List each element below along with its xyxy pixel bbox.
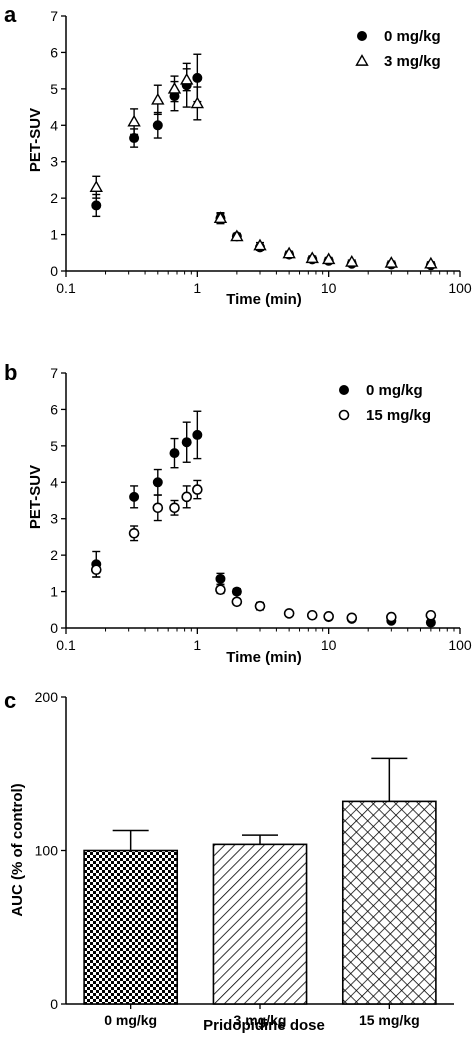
panel-a-ytick-label: 0 <box>50 263 58 279</box>
panel-a-plot-area: 0 1 2 3 4 5 6 7 0.1 1 10 100 0 mg/kg 3 mg/kg <box>50 8 472 296</box>
panel-b-ytick-label: 1 <box>50 584 58 600</box>
panel-a-point-filled-circle <box>192 72 203 83</box>
panel-c-bar <box>83 849 179 1005</box>
panel-b-point-open-circle <box>152 502 164 514</box>
panel-b-ytick-label: 0 <box>50 620 58 636</box>
panel-b-legend-marker <box>338 409 350 421</box>
panel-c-category-label: 0 mg/kg <box>104 1012 157 1028</box>
panel-a-legend-marker <box>355 54 369 66</box>
panel-b-legend-label: 0 mg/kg <box>366 382 423 399</box>
panel-a-xtick-label: 0.1 <box>56 280 76 296</box>
panel-letter-c: c <box>4 688 16 713</box>
panel-a-ylabel: PET-SUV <box>27 108 44 172</box>
panel-b-point-filled-circle <box>192 429 203 440</box>
panel-letter-a: a <box>4 2 17 27</box>
panel-a-ytick-label: 3 <box>50 154 58 170</box>
panel-b-xtick-label: 1 <box>193 637 201 653</box>
panel-b-point-filled-circle <box>231 586 242 597</box>
panel-a-point-filled-circle <box>91 200 102 211</box>
panel-a-legend-label: 3 mg/kg <box>384 53 441 70</box>
panel-a-ytick-label: 5 <box>50 81 58 97</box>
panel-b-point-open-circle <box>425 609 437 621</box>
panel-a-point-open-triangle <box>384 256 399 268</box>
panel-b-xtick-label: 100 <box>448 637 472 653</box>
panel-a-point-open-triangle <box>151 92 165 105</box>
panel-a-xtick-label: 1 <box>193 280 201 296</box>
panel-b-point-open-circle <box>386 611 397 623</box>
panel-a-ytick-label: 4 <box>50 117 58 133</box>
panel-c-ytick-label: 200 <box>35 689 59 705</box>
panel-b-legend-label: 15 mg/kg <box>366 407 431 424</box>
panel-a-chart: PET-SUV Time (min) 0 1 2 3 4 5 6 7 0.1 1 10 100 0 mg… <box>27 8 472 308</box>
panel-b-ytick-label: 3 <box>50 511 58 527</box>
panel-a-point-open-triangle <box>282 246 296 259</box>
panel-b-point-filled-circle <box>215 573 226 584</box>
panel-a-xlabel: Time (min) <box>226 291 302 308</box>
panel-c-ylabel: AUC (% of control) <box>9 783 26 916</box>
panel-a-ytick-label: 2 <box>50 190 58 206</box>
panel-c-category-label: 15 mg/kg <box>359 1012 420 1028</box>
panel-a-xtick-label: 10 <box>321 280 337 296</box>
panel-a-legend-label: 0 mg/kg <box>384 28 441 45</box>
panel-b-ytick-label: 5 <box>50 438 58 454</box>
panel-a-point-open-triangle <box>89 180 103 193</box>
panel-b-chart: PET-SUV Time (min) 0 1 2 3 4 5 6 7 0.1 1 10 100 0 mg… <box>27 365 472 666</box>
panel-b-point-open-circle <box>323 611 334 622</box>
panel-a-point-open-triangle <box>424 256 438 269</box>
panel-b-point-open-circle <box>254 600 266 612</box>
panel-a-ytick-label: 6 <box>50 44 58 60</box>
panel-b-point-filled-circle <box>169 448 180 459</box>
panel-c-bar <box>341 800 437 1005</box>
panel-c-xlabel: Pridopidine dose <box>203 1017 325 1034</box>
panel-b-point-filled-circle <box>181 437 192 448</box>
panel-a-point-open-triangle <box>305 251 319 264</box>
panel-c-plot-area: 0 100 200 0 mg/kg 3 mg/kg 15 mg/kg <box>35 689 454 1028</box>
panel-b-ylabel: PET-SUV <box>27 465 44 529</box>
panel-b-point-open-circle <box>90 564 102 576</box>
panel-b-ytick-label: 2 <box>50 547 58 563</box>
panel-c-chart: AUC (% of control) Pridopidine dose 0 100… <box>9 689 454 1034</box>
panel-a-ytick-label: 7 <box>50 8 58 24</box>
panel-c-bar <box>212 843 308 1005</box>
panel-b-point-open-circle <box>283 608 295 619</box>
panel-b-legend-marker <box>339 385 349 395</box>
panel-a-point-open-triangle <box>190 96 205 109</box>
panel-a-xtick-label: 100 <box>448 280 472 296</box>
panel-b-xlabel: Time (min) <box>226 649 302 666</box>
panel-a-ytick-label: 1 <box>50 227 58 243</box>
panel-a-legend-marker <box>357 31 367 41</box>
panel-letter-b: b <box>4 360 17 385</box>
panel-b-point-filled-circle <box>129 491 140 502</box>
panel-b-point-open-circle <box>215 584 226 596</box>
panel-c-category-label: 3 mg/kg <box>234 1012 287 1028</box>
panel-b-point-open-circle <box>181 491 193 503</box>
panel-b-ytick-label: 4 <box>50 474 58 490</box>
panel-b-point-open-circle <box>231 596 243 608</box>
panel-b-point-filled-circle <box>152 477 163 488</box>
panel-a-point-filled-circle <box>152 120 163 131</box>
panel-a-point-open-triangle <box>230 229 244 242</box>
panel-a-point-open-triangle <box>179 72 194 85</box>
panel-a-point-open-triangle <box>253 238 267 251</box>
panel-b-ytick-label: 6 <box>50 401 58 417</box>
panel-b-point-open-circle <box>346 612 358 624</box>
panel-a-point-open-triangle <box>213 211 228 224</box>
panel-a-point-open-triangle <box>345 254 359 267</box>
panel-b-point-open-circle <box>192 484 203 495</box>
panel-b-point-open-circle <box>169 502 180 514</box>
panel-a-point-open-triangle <box>167 81 182 94</box>
panel-b-point-open-circle <box>128 527 140 539</box>
panel-b-ytick-label: 7 <box>50 365 58 381</box>
panel-a-point-open-triangle <box>321 252 336 265</box>
panel-b-xtick-label: 10 <box>321 637 337 653</box>
panel-c-ytick-label: 0 <box>50 996 58 1012</box>
panel-b-plot-area: 0 1 2 3 4 5 6 7 0.1 1 10 100 0 mg/kg 15 mg/kg <box>50 365 472 653</box>
panel-b-point-open-circle <box>306 609 318 621</box>
panel-c-ytick-label: 100 <box>35 843 59 859</box>
panel-a-point-open-triangle <box>127 114 141 127</box>
panel-b-xtick-label: 0.1 <box>56 637 76 653</box>
